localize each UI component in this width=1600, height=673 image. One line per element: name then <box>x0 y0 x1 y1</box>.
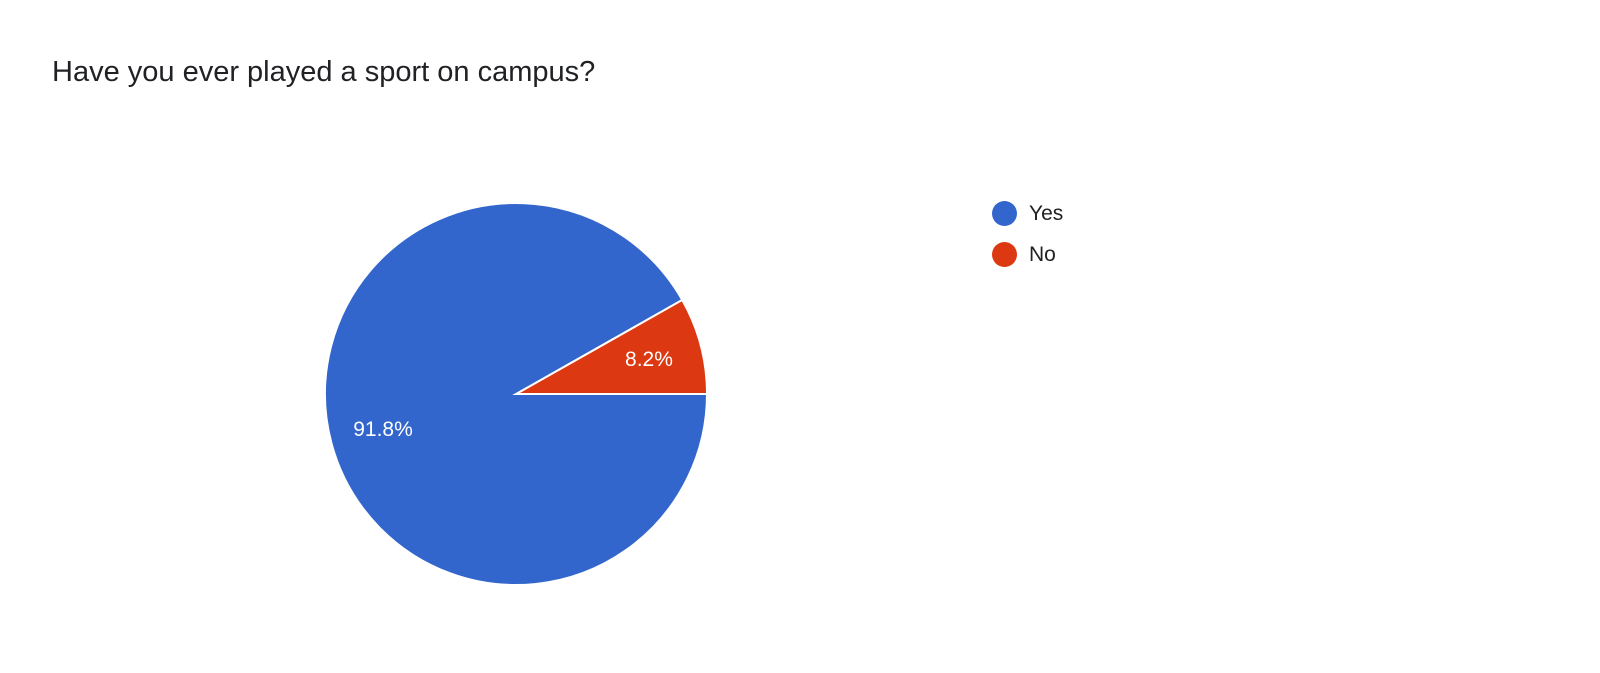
legend-item-yes[interactable]: Yes <box>992 201 1063 226</box>
legend-marker-no <box>992 242 1017 267</box>
pie-slice-no[interactable] <box>512 298 709 395</box>
chart-title: Have you ever played a sport on campus? <box>52 56 596 88</box>
legend-label-no: No <box>1029 242 1056 266</box>
legend-item-no[interactable]: No <box>992 242 1056 267</box>
legend-label-yes: Yes <box>1029 201 1064 225</box>
data-label-yes: 91.8% <box>353 418 413 441</box>
pie-slice-yes[interactable] <box>324 202 709 586</box>
data-label-no: 8.2% <box>625 348 673 371</box>
legend-marker-yes <box>992 201 1017 226</box>
